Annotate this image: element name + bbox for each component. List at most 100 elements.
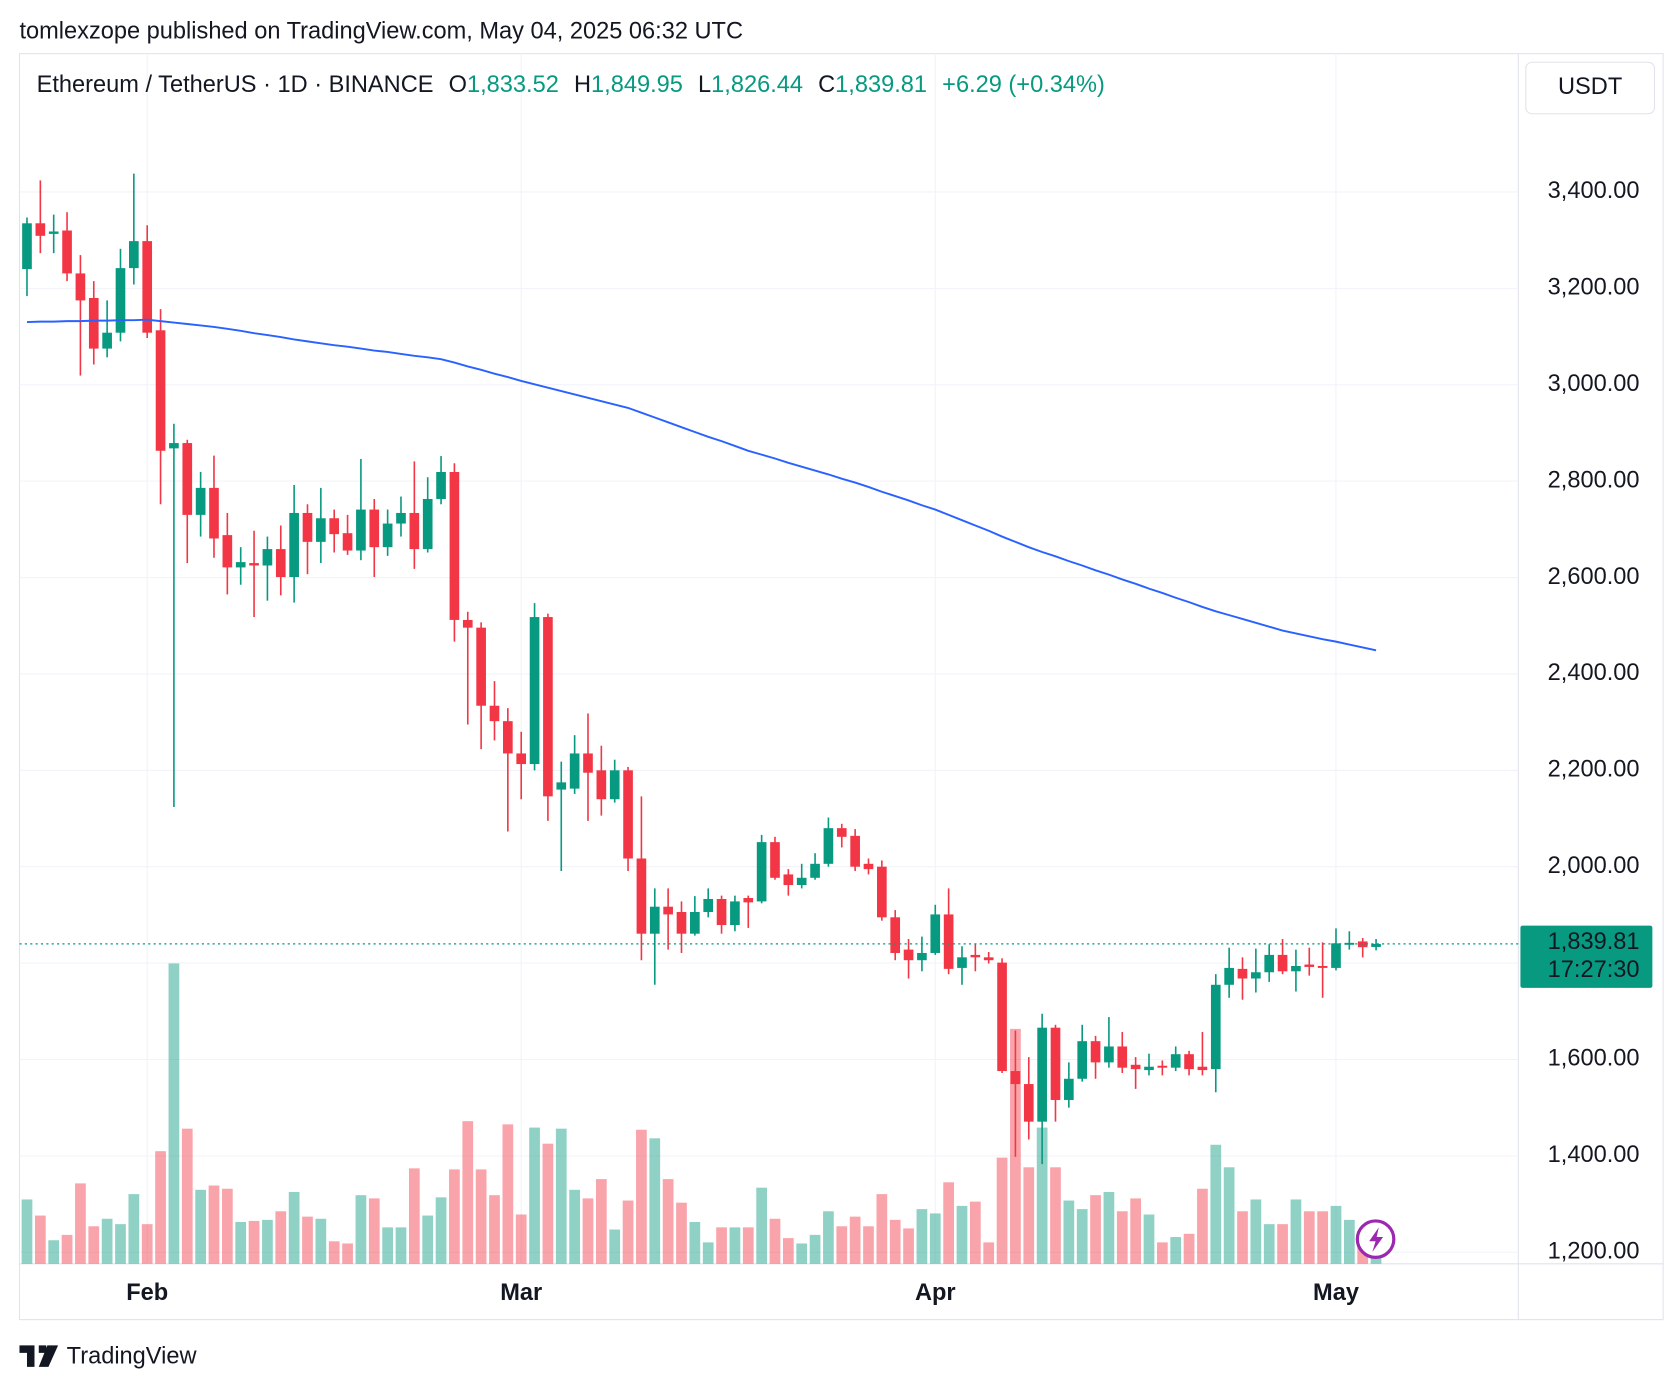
candle-body (35, 223, 46, 236)
candle-body (1037, 1027, 1047, 1122)
volume-bar (342, 1243, 353, 1264)
candle-body (1331, 943, 1341, 968)
volume-bar (1343, 1219, 1355, 1264)
volume-bar (1370, 1256, 1382, 1264)
candle-body (316, 518, 326, 542)
volume-bar (395, 1227, 407, 1264)
candle-body (983, 957, 994, 961)
volume-bar (61, 1234, 73, 1264)
candle-body (436, 471, 446, 499)
volume-bar (529, 1127, 540, 1264)
candle-body (877, 866, 887, 918)
volume-bar (1103, 1191, 1115, 1264)
x-tick-label: Apr (915, 1280, 956, 1306)
y-tick-label: 1,200.00 (1548, 1239, 1640, 1265)
candle-body (503, 721, 513, 754)
volume-bar (969, 1201, 981, 1264)
volume-bar (1303, 1211, 1315, 1264)
volume-bar (956, 1205, 968, 1264)
volume-bar (408, 1168, 420, 1264)
volume-bar (21, 1199, 33, 1264)
volume-bar (782, 1238, 794, 1264)
candles (22, 173, 1381, 1165)
volume-bar (208, 1185, 220, 1264)
candle-body (930, 914, 941, 953)
candle-body (1117, 1046, 1128, 1068)
y-tick-label: 2,800.00 (1548, 467, 1640, 493)
currency-button[interactable] (1525, 61, 1656, 115)
candle-body (623, 770, 633, 859)
volume-bar (101, 1218, 113, 1264)
volume-bar (1143, 1214, 1155, 1264)
candle-body (422, 498, 433, 550)
volume-bar (1250, 1199, 1262, 1264)
frame (18, 53, 1664, 1321)
change: +6.29 (+0.34%) (942, 72, 1105, 98)
volume-bar (983, 1242, 995, 1264)
candle-body (690, 912, 700, 934)
volume-bar (302, 1216, 313, 1264)
candle-body (970, 954, 981, 958)
y-tick-label: 2,400.00 (1548, 660, 1640, 686)
bolt[interactable] (1369, 1227, 1384, 1253)
volume-bar (489, 1195, 500, 1264)
volume-bar (1223, 1167, 1235, 1264)
symbol: Ethereum / TetherUS · 1D · BINANCE (37, 72, 434, 98)
volume-bar (1317, 1211, 1328, 1264)
volume-bar (181, 1128, 193, 1264)
candle-body (102, 332, 112, 349)
moving-average (26, 318, 1377, 652)
candle-body (115, 268, 126, 333)
volume-bar (435, 1197, 447, 1264)
candle-body (155, 330, 166, 451)
last-price-label: 1,839.81 (1548, 929, 1640, 955)
candle-body (957, 957, 967, 968)
volume-bar (155, 1151, 166, 1264)
volume-bar (636, 1129, 647, 1264)
candle-body (1371, 943, 1381, 947)
volume-bar (729, 1227, 741, 1264)
candle-body (129, 241, 139, 269)
volume-bar (1050, 1167, 1061, 1264)
volume-bar (1277, 1224, 1288, 1264)
volume-bar (462, 1121, 474, 1264)
candle-body (449, 471, 460, 620)
candle-body (796, 877, 807, 886)
candle-body (369, 509, 380, 548)
candle-body (1184, 1054, 1194, 1070)
volume-bar (1090, 1195, 1101, 1264)
volume-bar (662, 1179, 674, 1264)
y-tick-label: 3,200.00 (1548, 275, 1640, 301)
candle-body (462, 619, 473, 628)
open-key: O (449, 72, 467, 98)
candle-body (569, 753, 580, 789)
volume-bar (929, 1213, 941, 1264)
candle-body (1170, 1054, 1181, 1068)
volume-bar (1130, 1198, 1141, 1264)
volume-bar (863, 1226, 874, 1264)
candle-body (382, 523, 393, 548)
candle-body (262, 549, 273, 566)
volume-bar (836, 1226, 848, 1264)
candle-body (649, 906, 660, 934)
volume-bar (676, 1202, 687, 1264)
candle-body (770, 842, 780, 878)
candle-body (1224, 967, 1234, 985)
volume-bar (262, 1219, 273, 1264)
candle-body (356, 509, 366, 551)
candle-body (917, 952, 927, 961)
grid (19, 53, 1519, 1264)
close-key: C (818, 72, 835, 98)
candle-body (596, 770, 607, 800)
candle-body (529, 617, 540, 765)
volume-bar (221, 1188, 233, 1264)
y-tick-label: 3,400.00 (1548, 178, 1640, 204)
bolt-icon[interactable] (1355, 1219, 1396, 1260)
volume-bar (849, 1216, 861, 1264)
candle-body (1197, 1066, 1208, 1071)
currency[interactable]: USDT (1558, 74, 1622, 100)
candle-body (289, 512, 299, 578)
